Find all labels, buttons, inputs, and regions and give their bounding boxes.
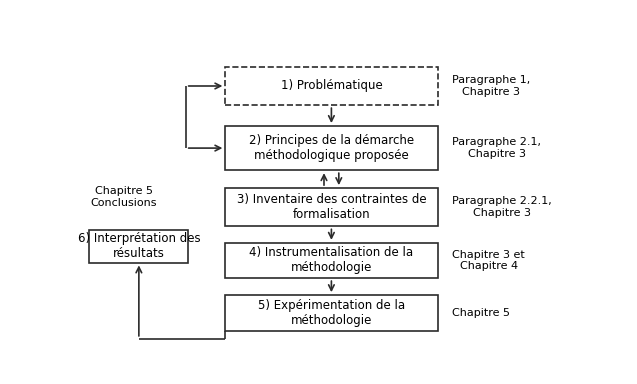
FancyBboxPatch shape xyxy=(225,295,438,331)
Text: Chapitre 5: Chapitre 5 xyxy=(452,308,510,318)
FancyBboxPatch shape xyxy=(225,67,438,105)
FancyBboxPatch shape xyxy=(225,126,438,170)
Text: Paragraphe 1,
Chapitre 3: Paragraphe 1, Chapitre 3 xyxy=(452,75,531,97)
FancyBboxPatch shape xyxy=(225,243,438,278)
Text: 1) Problématique: 1) Problématique xyxy=(280,79,382,93)
Text: Paragraphe 2.2.1,
Chapitre 3: Paragraphe 2.2.1, Chapitre 3 xyxy=(452,197,552,218)
Text: Paragraphe 2.1,
Chapitre 3: Paragraphe 2.1, Chapitre 3 xyxy=(452,137,541,159)
Text: Chapitre 3 et
Chapitre 4: Chapitre 3 et Chapitre 4 xyxy=(452,250,525,271)
Text: Chapitre 5
Conclusions: Chapitre 5 Conclusions xyxy=(90,186,157,208)
Text: 6) Interprétation des
résultats: 6) Interprétation des résultats xyxy=(78,232,200,260)
Text: 5) Expérimentation de la
méthodologie: 5) Expérimentation de la méthodologie xyxy=(258,299,405,327)
Text: 3) Inventaire des contraintes de
formalisation: 3) Inventaire des contraintes de formali… xyxy=(236,193,426,221)
FancyBboxPatch shape xyxy=(89,230,189,263)
Text: 2) Principes de la démarche
méthodologique proposée: 2) Principes de la démarche méthodologiq… xyxy=(249,134,414,162)
FancyBboxPatch shape xyxy=(225,188,438,227)
Text: 4) Instrumentalisation de la
méthodologie: 4) Instrumentalisation de la méthodologi… xyxy=(249,247,413,275)
